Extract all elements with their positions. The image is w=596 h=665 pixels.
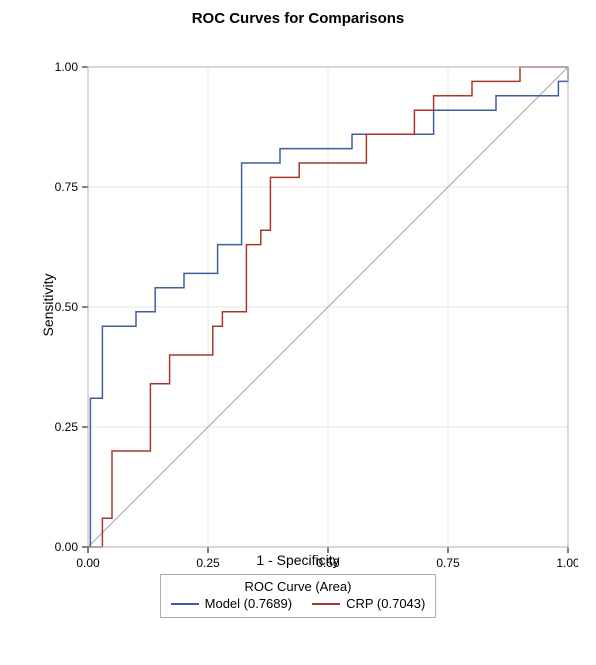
legend-item-model: Model (0.7689)	[171, 596, 292, 611]
legend-label-crp: CRP (0.7043)	[346, 596, 425, 611]
legend-item-crp: CRP (0.7043)	[312, 596, 425, 611]
legend-label-model: Model (0.7689)	[205, 596, 292, 611]
legend-swatch-crp	[312, 603, 340, 605]
legend-box: ROC Curve (Area) Model (0.7689) CRP (0.7…	[160, 574, 437, 618]
chart-title: ROC Curves for Comparisons	[0, 0, 596, 27]
svg-text:0.25: 0.25	[55, 420, 79, 434]
svg-text:0.75: 0.75	[55, 180, 79, 194]
svg-text:1.00: 1.00	[55, 60, 79, 74]
legend-items: Model (0.7689) CRP (0.7043)	[171, 596, 426, 611]
svg-text:0.50: 0.50	[55, 300, 79, 314]
roc-chart-svg: 0.000.250.500.751.000.000.250.500.751.00	[18, 27, 578, 572]
y-axis-label: Sensitivity	[40, 265, 56, 345]
legend-swatch-model	[171, 603, 199, 605]
chart-area: 0.000.250.500.751.000.000.250.500.751.00…	[18, 27, 578, 572]
legend-title: ROC Curve (Area)	[171, 579, 426, 594]
x-axis-label: 1 - Specificity	[18, 552, 578, 568]
